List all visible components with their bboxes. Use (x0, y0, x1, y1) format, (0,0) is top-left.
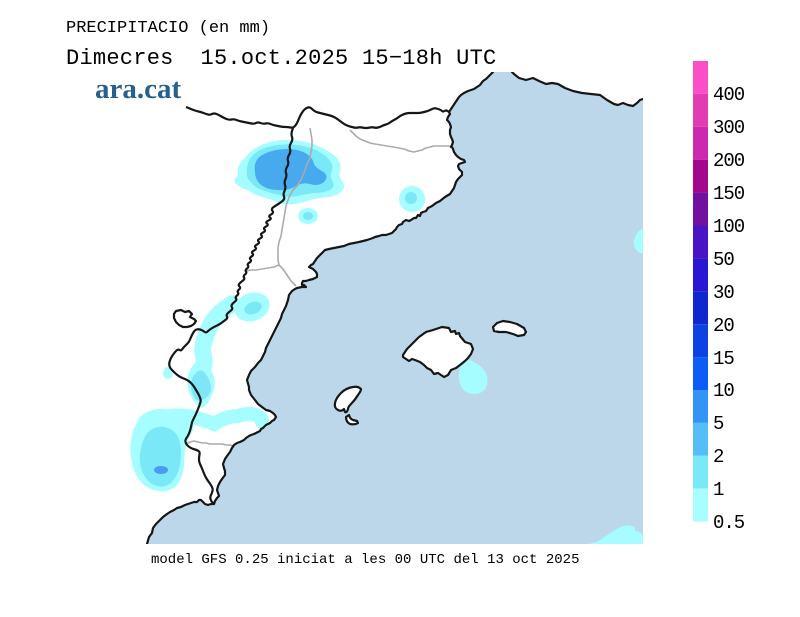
svg-text:20: 20 (713, 315, 734, 337)
svg-text:150: 150 (713, 183, 745, 205)
svg-text:400: 400 (713, 84, 745, 106)
svg-text:2: 2 (713, 446, 724, 468)
svg-text:200: 200 (713, 150, 745, 172)
svg-text:15: 15 (713, 348, 734, 370)
svg-text:5: 5 (713, 413, 724, 435)
svg-text:100: 100 (713, 216, 745, 238)
svg-text:30: 30 (713, 282, 734, 304)
svg-text:1: 1 (713, 479, 724, 501)
svg-text:10: 10 (713, 380, 734, 402)
svg-text:50: 50 (713, 249, 734, 271)
svg-text:300: 300 (713, 117, 745, 139)
svg-text:0.5: 0.5 (713, 512, 745, 534)
